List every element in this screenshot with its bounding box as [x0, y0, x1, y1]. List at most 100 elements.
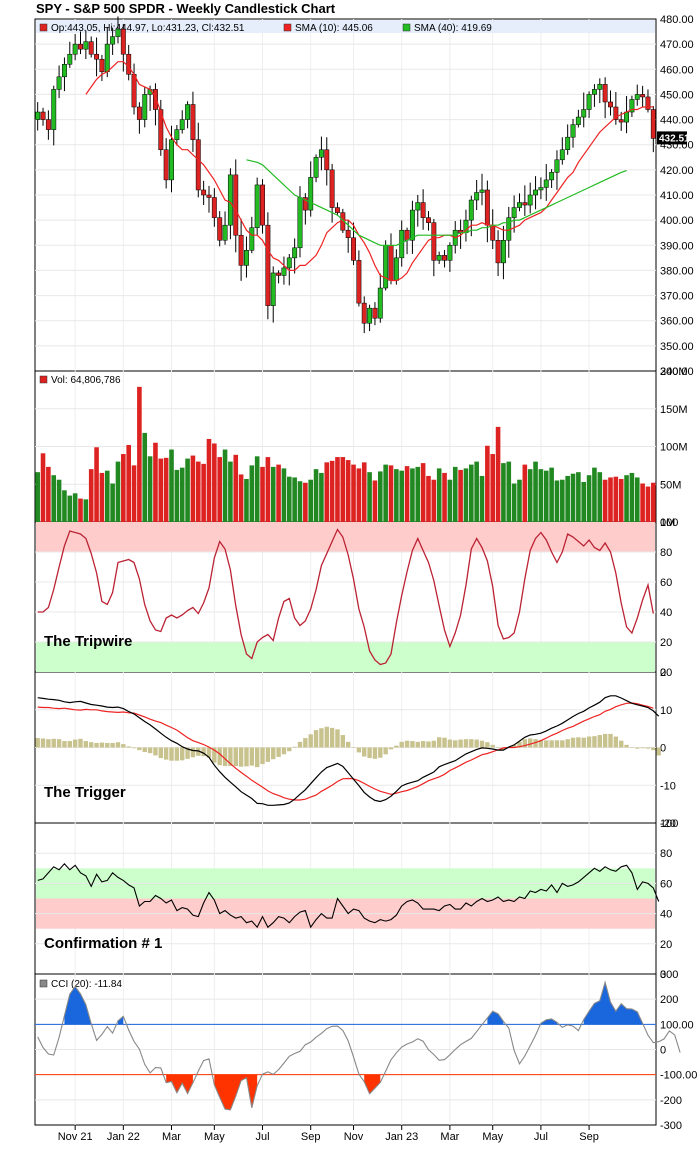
- candle-body: [591, 89, 597, 95]
- volume-bar: [121, 454, 126, 522]
- trigger-histogram-bar: [586, 736, 592, 748]
- trigger-histogram-bar: [420, 741, 426, 748]
- chart-title: SPY - S&P 500 SPDR - Weekly Candlestick …: [36, 1, 336, 16]
- cci-positive-fill: [117, 1016, 124, 1025]
- price-tick-label: 380.00: [660, 265, 694, 277]
- volume-bar: [356, 468, 362, 522]
- candle-body: [597, 84, 603, 90]
- cci-tick-label: 200: [660, 994, 678, 1006]
- cci-negative-fill: [364, 1074, 381, 1094]
- candle-body: [308, 177, 314, 211]
- volume-bar: [629, 472, 635, 522]
- candle-body: [78, 43, 83, 50]
- candle-body: [45, 119, 51, 130]
- volume-bar: [88, 469, 94, 522]
- trigger-histogram-bar: [190, 747, 196, 758]
- volume-tick-label: 100M: [660, 442, 688, 454]
- volume-bar: [174, 469, 180, 522]
- cci-tick-label: -300: [660, 1120, 682, 1132]
- volume-bar: [447, 479, 453, 522]
- trigger-main-line: [37, 695, 660, 806]
- trigger-histogram-bar: [233, 747, 238, 766]
- trigger-histogram-bar: [238, 747, 244, 767]
- volume-bar: [163, 457, 169, 522]
- volume-bar: [276, 464, 281, 522]
- volume-bar: [297, 481, 303, 522]
- candle-body: [634, 94, 640, 100]
- last-price-label: 432.51: [659, 133, 690, 144]
- candle-body: [608, 101, 613, 108]
- volume-bar: [527, 469, 533, 522]
- candle-body: [431, 222, 437, 261]
- trigger-histogram-bar: [565, 739, 570, 748]
- volume-bar: [479, 475, 485, 522]
- legend-sma10-swatch: [283, 23, 292, 32]
- candle-body: [136, 106, 142, 120]
- volume-bar: [281, 468, 287, 522]
- volume-bar: [153, 442, 158, 522]
- candle-body: [190, 104, 196, 140]
- volume-bar: [474, 461, 479, 522]
- candle-body: [640, 94, 646, 98]
- candle-body: [276, 272, 282, 276]
- tripwire-tick-label: 80: [660, 547, 672, 559]
- trigger-tick-label: 20: [660, 667, 672, 679]
- tripwire-tick-label: 40: [660, 607, 672, 619]
- volume-bar: [399, 470, 405, 522]
- price-tick-label: 440.00: [660, 115, 694, 127]
- candle-body: [142, 94, 148, 120]
- trigger-histogram-bar: [608, 733, 613, 748]
- volume-bar: [463, 468, 469, 522]
- volume-bar: [543, 470, 549, 522]
- candle-body: [388, 245, 394, 281]
- trigger-histogram-bar: [249, 747, 255, 766]
- trigger-histogram-bar: [319, 728, 324, 748]
- trigger-histogram-bar: [469, 739, 474, 748]
- candle-body: [254, 184, 260, 228]
- candle-body: [329, 169, 335, 208]
- candle-body: [260, 184, 265, 226]
- trigger-tick-label: 10: [660, 705, 672, 717]
- volume-bar: [67, 495, 73, 522]
- trigger-histogram-bar: [153, 747, 158, 756]
- trigger-histogram-bar: [110, 742, 115, 748]
- volume-bar: [126, 444, 131, 522]
- price-tick-label: 390.00: [660, 240, 694, 252]
- candle-body: [227, 174, 233, 226]
- trigger-histogram-bar: [624, 744, 629, 748]
- candle-body: [179, 119, 185, 130]
- candle-body: [426, 217, 431, 223]
- legend-sma10-text: SMA (10): 445.06: [295, 23, 373, 34]
- trigger-histogram-bar: [254, 747, 260, 768]
- candle-body: [297, 197, 303, 249]
- trigger-histogram-bar: [83, 741, 89, 748]
- trigger-histogram-bar: [40, 738, 46, 748]
- tripwire-title: The Tripwire: [44, 633, 132, 650]
- trigger-histogram-bar: [121, 744, 126, 748]
- trigger-histogram-bar: [281, 747, 287, 755]
- cci-positive-fill: [487, 1011, 504, 1025]
- trigger-histogram-bar: [436, 737, 442, 748]
- cci-negative-fill: [166, 1074, 193, 1094]
- trigger-histogram-bar: [142, 747, 147, 753]
- candle-body: [195, 139, 201, 191]
- price-tick-label: 470.00: [660, 39, 694, 51]
- legend-sma40-swatch: [402, 23, 411, 32]
- candle-body: [565, 136, 571, 150]
- volume-bar: [651, 482, 656, 522]
- volume-bar: [83, 499, 89, 522]
- candle-body: [511, 207, 517, 218]
- trigger-histogram-bar: [196, 747, 201, 756]
- volume-bar: [415, 466, 421, 522]
- candle-body: [484, 189, 490, 226]
- legend-ohlc-swatch: [39, 23, 48, 32]
- volume-bar: [426, 475, 431, 522]
- candle-body: [238, 234, 244, 266]
- trigger-histogram-bar: [201, 747, 206, 757]
- volume-bar: [522, 464, 528, 522]
- cci-line: [37, 980, 681, 1111]
- candle-body: [324, 149, 330, 171]
- volume-bar: [46, 466, 51, 522]
- volume-bar: [179, 467, 185, 522]
